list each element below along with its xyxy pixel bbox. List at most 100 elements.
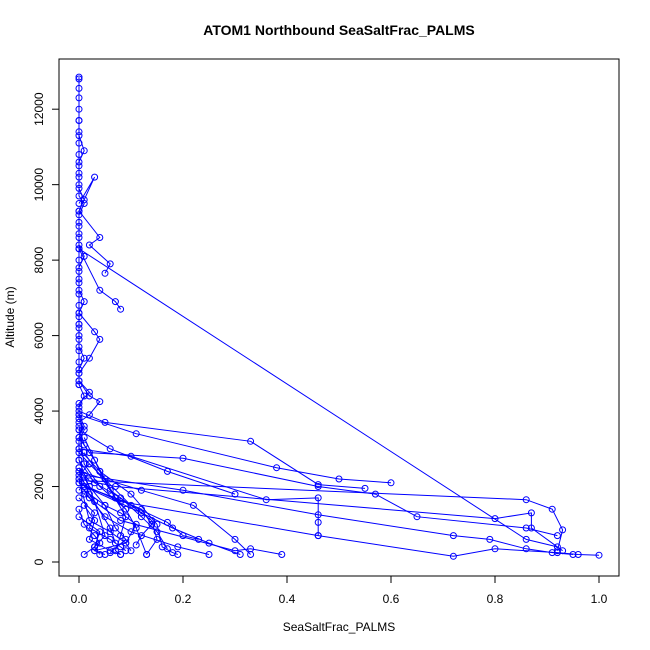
data-point: [75, 415, 83, 423]
series-line: [84, 486, 153, 546]
data-point: [111, 494, 119, 502]
data-point: [117, 543, 125, 551]
data-point: [75, 343, 83, 351]
data-point: [106, 535, 114, 543]
data-point: [75, 411, 83, 419]
data-point: [101, 501, 109, 509]
y-tick-label: 4000: [32, 397, 46, 424]
series-28: [75, 445, 182, 558]
data-point: [122, 547, 130, 555]
data-point: [137, 505, 145, 513]
data-point: [122, 535, 130, 543]
y-tick-label: 6000: [32, 322, 46, 349]
data-point: [91, 328, 99, 336]
data-point: [527, 524, 535, 532]
data-point: [189, 501, 197, 509]
data-point: [491, 545, 499, 553]
data-point: [80, 486, 88, 494]
data-point: [101, 513, 109, 521]
series-35: [75, 479, 213, 558]
data-point: [153, 520, 161, 528]
data-point: [80, 441, 88, 449]
series-line: [78, 414, 392, 484]
data-point: [413, 513, 421, 521]
data-point: [75, 84, 83, 92]
data-point: [106, 445, 114, 453]
data-point: [179, 532, 187, 540]
data-point: [522, 524, 530, 532]
data-point: [117, 532, 125, 540]
data-point: [553, 543, 561, 551]
data-point: [75, 332, 83, 340]
data-point: [122, 539, 130, 547]
data-point: [75, 403, 83, 411]
data-point: [80, 551, 88, 558]
series-30: [75, 464, 130, 557]
data-point: [153, 528, 161, 536]
data-point: [132, 430, 140, 438]
data-point: [335, 475, 343, 483]
data-point: [559, 526, 567, 534]
data-point: [522, 535, 530, 543]
data-point: [96, 335, 104, 343]
data-point: [449, 552, 457, 560]
data-point: [80, 449, 88, 457]
data-point: [273, 464, 281, 472]
data-point: [106, 524, 114, 532]
data-point: [75, 200, 83, 207]
data-point: [522, 545, 530, 553]
x-tick-label: 0.2: [175, 592, 192, 606]
data-point: [179, 454, 187, 462]
data-point: [101, 269, 109, 277]
series-9: [75, 407, 369, 492]
data-point: [75, 230, 83, 238]
y-tick-label: 10000: [32, 168, 46, 202]
data-point: [231, 490, 239, 498]
series-line: [89, 463, 199, 540]
x-tick-label: 0.8: [487, 592, 504, 606]
data-point: [163, 518, 171, 526]
data-point: [85, 392, 93, 400]
data-point: [486, 535, 494, 543]
data-point: [96, 539, 104, 547]
series-39: [75, 245, 561, 551]
data-point: [314, 532, 322, 540]
series-23: [80, 501, 125, 558]
data-point: [96, 551, 104, 558]
data-point: [361, 484, 369, 492]
series-37: [75, 411, 395, 487]
data-point: [75, 505, 83, 513]
data-point: [574, 551, 582, 558]
data-point: [75, 105, 83, 113]
data-point: [80, 520, 88, 528]
data-point: [548, 505, 556, 513]
data-point: [122, 513, 130, 521]
series-line: [83, 486, 241, 555]
data-point: [132, 541, 140, 549]
data-point: [75, 184, 83, 192]
data-point: [75, 286, 83, 294]
data-point: [236, 551, 244, 558]
data-point: [91, 479, 99, 487]
data-point: [75, 464, 83, 472]
data-point: [96, 286, 104, 294]
series-line: [78, 176, 111, 274]
data-point: [75, 445, 83, 453]
data-point: [75, 158, 83, 166]
data-point: [91, 173, 99, 181]
series-line: [78, 410, 366, 489]
data-point: [75, 73, 83, 81]
data-point: [179, 486, 187, 494]
data-point: [174, 551, 182, 558]
x-axis-label: SeaSaltFrac_PALMS: [283, 620, 396, 634]
data-point: [127, 501, 135, 509]
data-point: [143, 551, 151, 558]
data-point: [101, 532, 109, 540]
data-point: [314, 481, 322, 489]
y-axis: 0 2000 4000 6000 8000 10000 12000: [32, 92, 60, 565]
data-point: [85, 524, 93, 532]
x-tick-label: 0.0: [71, 592, 88, 606]
chart-title: ATOM1 Northbound SeaSaltFrac_PALMS: [203, 22, 474, 38]
data-point: [75, 275, 83, 283]
